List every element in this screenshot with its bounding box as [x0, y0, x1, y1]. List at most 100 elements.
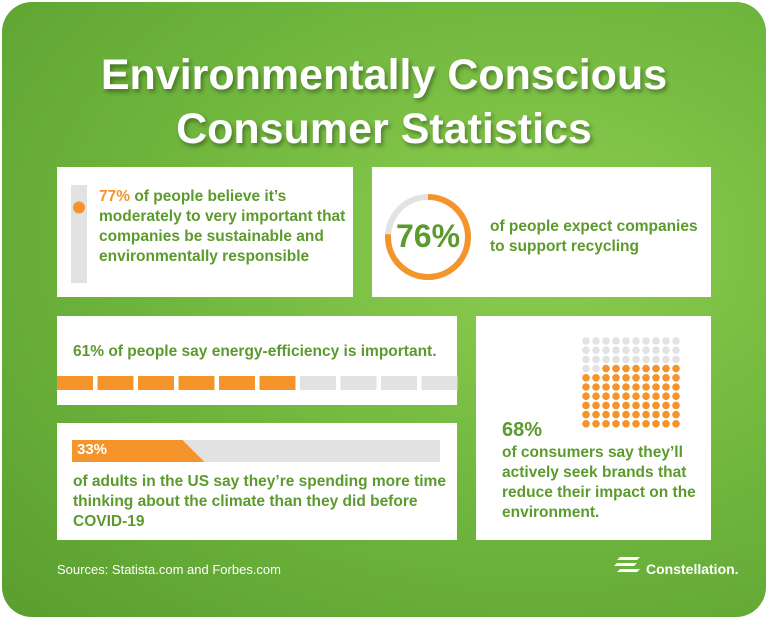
dot — [632, 337, 640, 345]
dot — [592, 364, 600, 373]
dot — [622, 374, 630, 382]
dot — [672, 364, 680, 373]
stat-text: 77% of people believe it’s moderately to… — [99, 187, 349, 267]
brand-name: Constellation. — [646, 561, 739, 577]
dot — [582, 337, 590, 345]
dot — [612, 383, 620, 391]
dot — [602, 410, 610, 419]
dot — [632, 401, 640, 410]
dot — [662, 401, 670, 410]
dot — [592, 355, 600, 364]
dot — [602, 374, 610, 382]
segment — [57, 376, 93, 390]
vertical-gauge — [71, 185, 87, 283]
segment — [97, 376, 134, 390]
dot — [592, 374, 600, 382]
stat-card: 68% of consumers say they’ll actively se… — [476, 316, 711, 540]
dot — [612, 420, 620, 428]
dot — [582, 364, 590, 373]
segment — [381, 376, 417, 390]
stat-description: of people believe it’s moderately to ver… — [99, 188, 346, 265]
stat-card: 76% of people expect companies to suppor… — [372, 167, 711, 297]
stat-value: 68% — [502, 419, 543, 441]
ring-gauge — [385, 194, 471, 280]
stat-description: of people expect companies to support re… — [490, 218, 698, 255]
dot — [672, 355, 680, 364]
dot — [592, 383, 600, 391]
dot — [602, 392, 610, 400]
dot — [632, 346, 640, 354]
stat-value: 61% — [73, 343, 105, 360]
dot — [632, 355, 640, 364]
dot — [652, 374, 660, 382]
segment-bar — [57, 376, 458, 390]
segment — [259, 376, 296, 390]
segment — [300, 376, 336, 390]
stat-value: 76% — [395, 218, 461, 254]
ring-arc — [385, 194, 471, 280]
brand-logo — [614, 557, 640, 572]
dot — [652, 410, 660, 419]
gauge-track — [71, 185, 87, 283]
segment — [340, 376, 377, 390]
dot — [612, 337, 620, 345]
segment — [178, 376, 215, 390]
dot — [582, 392, 590, 400]
dot — [582, 383, 590, 391]
dot — [652, 355, 660, 364]
dot — [652, 364, 660, 373]
dot — [642, 410, 650, 419]
dot — [592, 420, 600, 428]
dot — [642, 401, 650, 410]
dot — [662, 392, 670, 400]
dot — [602, 364, 610, 373]
dot-grid — [582, 337, 680, 428]
dot — [582, 410, 590, 419]
dot — [612, 410, 620, 419]
dot — [642, 346, 650, 354]
sources: Sources: Statista.com and Forbes.com — [57, 562, 281, 577]
dot — [672, 374, 680, 382]
dot — [582, 346, 590, 354]
stat-value: 33% — [77, 441, 108, 458]
dot — [672, 420, 680, 428]
progress-bar — [72, 440, 440, 462]
dot — [662, 374, 670, 382]
dot — [602, 383, 610, 391]
dot — [622, 392, 630, 400]
dot — [652, 337, 660, 345]
dot — [652, 346, 660, 354]
stat-card: 33% of adults in the US say they’re spen… — [57, 423, 457, 540]
dot — [622, 383, 630, 391]
stat-description: of people say energy-efficiency is impor… — [108, 343, 437, 360]
dot — [652, 401, 660, 410]
dot — [632, 364, 640, 373]
dot — [622, 355, 630, 364]
dot — [592, 401, 600, 410]
dot — [672, 392, 680, 400]
segment — [421, 376, 458, 390]
dot — [622, 420, 630, 428]
dot — [632, 374, 640, 382]
dot — [582, 374, 590, 382]
dot — [612, 355, 620, 364]
dot — [672, 401, 680, 410]
dot — [642, 383, 650, 391]
dot — [592, 392, 600, 400]
dot — [602, 346, 610, 354]
dot — [612, 364, 620, 373]
dot — [672, 410, 680, 419]
dot — [672, 337, 680, 345]
dot — [582, 355, 590, 364]
dot — [672, 346, 680, 354]
dot — [622, 346, 630, 354]
dot — [582, 420, 590, 428]
dot — [602, 420, 610, 428]
dot — [612, 401, 620, 410]
dot — [612, 392, 620, 400]
dot — [652, 392, 660, 400]
dot — [662, 420, 670, 428]
dot — [662, 346, 670, 354]
dot — [662, 383, 670, 391]
